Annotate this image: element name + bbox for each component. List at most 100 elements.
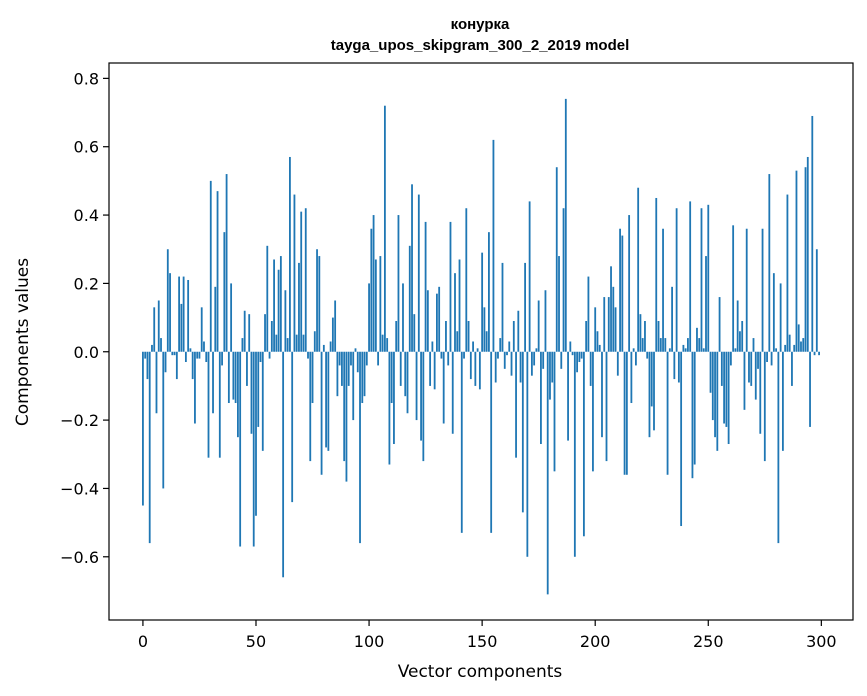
bar-37 [225, 174, 228, 352]
bar-54 [264, 314, 266, 352]
bar-121 [415, 351, 418, 421]
bar-183 [555, 167, 558, 352]
bar-246 [698, 338, 701, 352]
bar-148 [476, 348, 479, 352]
bar-91 [347, 351, 350, 386]
bar-250 [707, 204, 710, 352]
bar-166 [517, 310, 520, 352]
bar-118 [408, 245, 411, 352]
y-tick-label: −0.4 [60, 479, 99, 498]
bar-65 [289, 156, 291, 352]
x-tick-label: 300 [806, 632, 837, 651]
bar-278 [770, 351, 773, 366]
bar-155 [492, 139, 495, 352]
bar-293 [804, 167, 807, 352]
bar-196 [585, 321, 588, 352]
bar-122 [417, 194, 420, 352]
bar-147 [474, 351, 477, 386]
bar-115 [402, 283, 404, 352]
bar-266 [743, 351, 746, 410]
bar-97 [361, 351, 364, 404]
bar-125 [424, 221, 427, 352]
bar-269 [750, 351, 753, 386]
bar-38 [227, 351, 230, 404]
bar-19 [184, 351, 187, 362]
bar-170 [526, 351, 529, 557]
bar-263 [736, 300, 739, 352]
bar-248 [702, 348, 705, 352]
bar-272 [757, 351, 759, 369]
bar-21 [189, 348, 192, 352]
bar-153 [488, 232, 490, 352]
bar-40 [232, 351, 235, 400]
bar-93 [352, 351, 355, 421]
bar-152 [485, 331, 488, 352]
bar-107 [383, 105, 386, 352]
bar-230 [662, 228, 664, 352]
bar-4 [151, 344, 153, 352]
bar-69 [298, 262, 300, 352]
bar-154 [490, 351, 493, 533]
bar-174 [535, 348, 538, 352]
bar-10 [164, 351, 167, 373]
bar-229 [659, 338, 662, 352]
bar-105 [379, 256, 382, 352]
bar-221 [641, 338, 644, 352]
bar-255 [718, 297, 721, 352]
bar-169 [524, 262, 526, 352]
bar-285 [786, 194, 789, 352]
bar-254 [716, 351, 719, 451]
bar-237 [677, 351, 680, 383]
bar-82 [327, 351, 330, 451]
bar-249 [705, 256, 707, 352]
bar-59 [275, 334, 278, 352]
bar-81 [325, 351, 327, 448]
bar-134 [445, 321, 447, 352]
bar-53 [261, 351, 264, 451]
bar-78 [318, 256, 321, 352]
y-axis-label: Components values [13, 258, 33, 426]
bar-160 [503, 351, 506, 369]
x-axis-ticks: 0 50 100 150 200 250 300 [138, 620, 837, 651]
bar-127 [429, 351, 432, 386]
bar-2 [146, 351, 149, 380]
bar-142 [463, 351, 465, 359]
bar-52 [259, 351, 262, 362]
bar-87 [338, 351, 341, 366]
bar-281 [777, 351, 780, 544]
bar-110 [390, 351, 393, 404]
y-tick-label: 0.2 [74, 274, 99, 293]
bar-146 [472, 341, 474, 352]
bar-173 [533, 351, 536, 366]
bar-80 [322, 344, 325, 352]
bar-218 [635, 351, 637, 366]
bar-42 [237, 351, 239, 438]
bar-29 [207, 351, 210, 458]
bar-279 [772, 273, 775, 352]
bar-64 [286, 338, 289, 352]
bar-57 [270, 321, 273, 352]
bar-6 [155, 351, 158, 414]
bar-260 [729, 351, 732, 366]
y-tick-label: 0.6 [74, 138, 99, 157]
bar-208 [612, 286, 615, 352]
bar-149 [478, 351, 481, 390]
bar-177 [542, 351, 545, 369]
bar-67 [293, 194, 296, 352]
bar-282 [779, 283, 782, 352]
bar-144 [467, 321, 470, 352]
bar-267 [745, 228, 748, 352]
bar-117 [406, 351, 409, 414]
bar-136 [449, 221, 452, 352]
bar-190 [571, 351, 574, 356]
bar-264 [739, 331, 741, 352]
x-tick-label: 150 [467, 632, 498, 651]
bar-251 [709, 351, 712, 393]
y-tick-label: −0.2 [60, 411, 99, 430]
bar-135 [447, 351, 450, 366]
x-axis-label: Vector components [398, 662, 563, 682]
bar-72 [304, 208, 307, 352]
bar-94 [354, 348, 357, 352]
bar-198 [589, 351, 592, 386]
bar-203 [601, 351, 603, 438]
